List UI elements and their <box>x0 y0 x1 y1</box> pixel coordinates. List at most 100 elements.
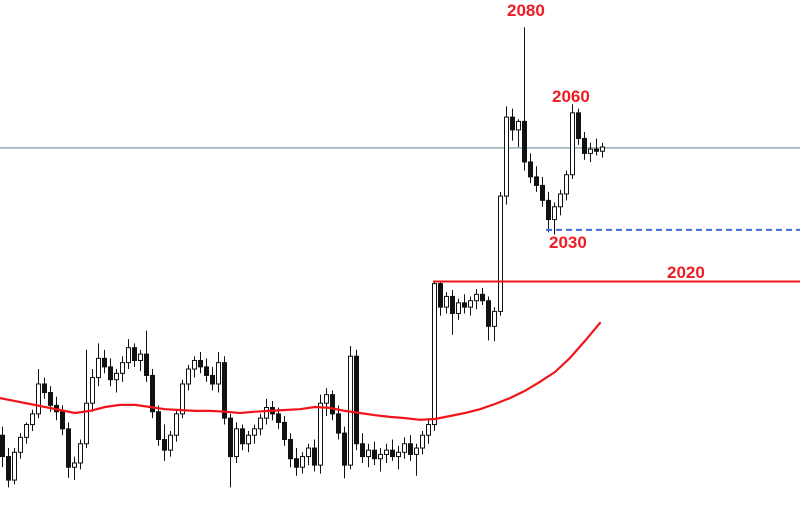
candle-body <box>288 438 293 460</box>
candle-body <box>42 383 47 394</box>
candle-body <box>300 456 305 468</box>
candle-body <box>168 434 173 451</box>
candle-body <box>474 293 479 302</box>
candle-body <box>264 406 269 419</box>
candle-body <box>450 295 455 315</box>
candle-body <box>510 116 515 131</box>
candle-body <box>132 347 137 361</box>
candle-body <box>438 283 443 308</box>
candle-body <box>66 428 71 468</box>
candle-body <box>324 394 329 404</box>
candle-body <box>240 428 245 445</box>
candle-body <box>36 383 41 415</box>
candle-body <box>360 443 365 458</box>
candle-body <box>96 357 101 379</box>
candle-body <box>534 176 539 186</box>
candle-body <box>552 206 557 221</box>
candle-body <box>78 443 83 464</box>
candle-body <box>30 413 35 426</box>
candle-body <box>246 434 251 445</box>
candle-body <box>108 366 113 381</box>
candle-body <box>228 417 233 458</box>
candle-body <box>180 383 185 415</box>
candle-body <box>402 443 407 453</box>
moving-average-line <box>0 321 602 421</box>
candle-body <box>378 453 383 460</box>
candle-body <box>420 434 425 449</box>
candle-body <box>600 146 605 152</box>
candle-body <box>540 184 545 201</box>
candle-body <box>162 438 167 451</box>
candle-body <box>336 413 341 434</box>
candle-body <box>48 392 53 406</box>
candle-body <box>174 413 179 436</box>
price-annotation-2060: 2060 <box>552 87 590 106</box>
candle-body <box>516 120 521 131</box>
candle-body <box>210 374 215 385</box>
candle-body <box>222 362 227 419</box>
candle-body <box>384 449 389 455</box>
candle-body <box>0 434 5 458</box>
candle-body <box>408 443 413 455</box>
candle-body <box>138 353 143 361</box>
candle-body <box>192 359 197 370</box>
candle-body <box>576 112 581 139</box>
candle-body <box>396 451 401 458</box>
price-annotation-2030: 2030 <box>549 233 587 252</box>
candle-body <box>372 449 377 460</box>
candle-body <box>564 174 569 195</box>
candle-body <box>72 462 77 468</box>
candle-body <box>294 458 299 468</box>
candle-body <box>216 362 221 385</box>
candle-body <box>120 362 125 374</box>
candle-body <box>492 310 497 327</box>
candle-body <box>486 300 491 327</box>
candle-body <box>522 120 527 163</box>
candle-body <box>12 451 17 481</box>
candle-body <box>390 449 395 458</box>
candle-body <box>312 447 317 466</box>
candle-body <box>588 148 593 154</box>
candle-body <box>528 161 533 178</box>
candle-body <box>546 199 551 221</box>
candle-body <box>444 295 449 308</box>
candle-body <box>102 357 107 368</box>
candle-body <box>252 428 257 436</box>
candle-body <box>480 293 485 302</box>
candle-body <box>354 355 359 445</box>
price-annotation-2020: 2020 <box>667 263 705 282</box>
candle-body <box>498 195 503 312</box>
candle-body <box>276 413 281 423</box>
price-annotation-2080: 2080 <box>507 1 545 20</box>
candle-body <box>144 353 149 376</box>
candle-body <box>60 411 65 430</box>
candle-body <box>282 421 287 440</box>
candle-body <box>468 300 473 308</box>
candle-body <box>432 283 437 426</box>
candle-body <box>504 116 509 197</box>
candle-body <box>570 112 575 176</box>
candle-body <box>18 436 23 453</box>
candle-body <box>234 428 239 458</box>
candle-body <box>150 374 155 413</box>
candle-body <box>126 347 131 364</box>
candle-body <box>366 449 371 458</box>
candle-body <box>198 359 203 368</box>
candle-body <box>6 456 11 481</box>
candle-body <box>414 447 419 455</box>
candle-body <box>114 372 119 381</box>
candle-body <box>426 424 431 436</box>
candle-body <box>462 302 467 308</box>
candle-body <box>90 377 95 404</box>
candle-body <box>186 368 191 385</box>
candle-body <box>156 411 161 440</box>
candle-body <box>258 417 263 430</box>
candle-body <box>306 447 311 458</box>
candle-body <box>558 193 563 208</box>
candle-body <box>318 402 323 466</box>
candle-body <box>24 424 29 438</box>
candle-body <box>582 137 587 154</box>
candle-body <box>456 302 461 315</box>
